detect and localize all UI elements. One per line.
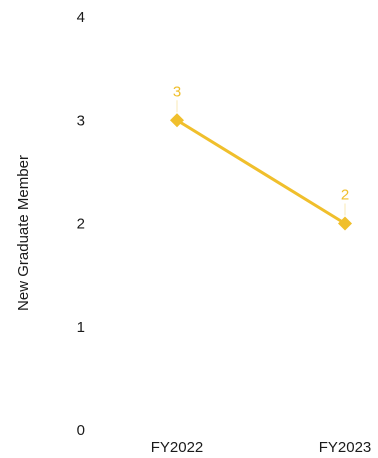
y-tick-label: 4 xyxy=(77,9,85,26)
x-axis-ticks: FY2022 FY2023 xyxy=(151,439,372,456)
y-axis-ticks: 0 1 2 3 4 xyxy=(77,9,85,439)
data-label: 2 xyxy=(341,187,349,204)
data-point-marker xyxy=(338,216,352,231)
y-tick-label: 0 xyxy=(77,422,85,439)
y-tick-label: 3 xyxy=(77,112,85,129)
data-label: 3 xyxy=(173,83,181,100)
y-tick-label: 2 xyxy=(77,216,85,233)
x-tick-label: FY2022 xyxy=(151,439,204,456)
data-point-marker xyxy=(170,113,184,128)
data-labels: 32 xyxy=(173,83,349,216)
y-tick-label: 1 xyxy=(77,319,85,336)
series-line xyxy=(176,118,346,225)
x-tick-label: FY2023 xyxy=(319,439,372,456)
series-group xyxy=(170,113,352,231)
y-axis-label: New Graduate Member xyxy=(15,155,32,311)
